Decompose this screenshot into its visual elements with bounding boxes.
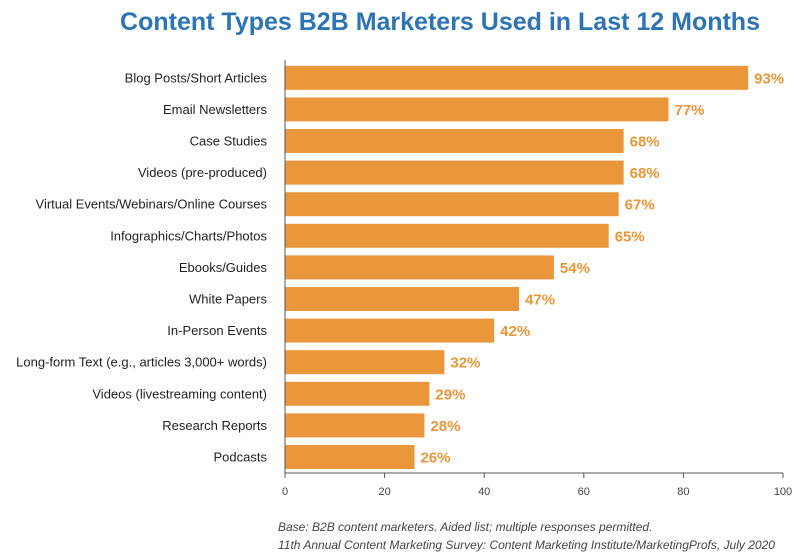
bar xyxy=(285,255,554,280)
data-label: 42% xyxy=(500,323,530,340)
chart-title: Content Types B2B Marketers Used in Last… xyxy=(120,8,760,36)
category-labels: Blog Posts/Short Articles Email Newslette… xyxy=(16,70,267,464)
category-label: Virtual Events/Webinars/Online Courses xyxy=(36,197,268,212)
category-label: In-Person Events xyxy=(167,323,267,338)
footnote-line-1: Base: B2B content marketers. Aided list;… xyxy=(278,520,653,534)
footnote: Base: B2B content marketers. Aided list;… xyxy=(278,518,775,554)
category-label: Blog Posts/Short Articles xyxy=(125,70,268,85)
data-label: 93% xyxy=(754,70,784,87)
bar xyxy=(285,65,749,90)
data-label: 68% xyxy=(630,134,660,151)
x-tick-label: 80 xyxy=(677,486,689,498)
footnote-line-2: 11th Annual Content Marketing Survey: Co… xyxy=(278,538,775,552)
x-axis: 0 20 40 60 80 100 xyxy=(282,60,792,498)
category-label: Case Studies xyxy=(190,134,268,149)
bar xyxy=(285,318,495,343)
data-label: 54% xyxy=(560,260,590,277)
category-label: Podcasts xyxy=(214,450,268,465)
bars-layer xyxy=(285,65,749,469)
bar xyxy=(285,192,619,217)
bar xyxy=(285,129,624,153)
data-label: 47% xyxy=(525,292,555,309)
x-tick-label: 40 xyxy=(478,486,490,498)
bar xyxy=(285,160,624,185)
data-label: 29% xyxy=(435,386,465,403)
data-label: 26% xyxy=(420,450,450,467)
category-label: White Papers xyxy=(189,292,268,307)
bar xyxy=(285,97,669,122)
category-label: Email Newsletters xyxy=(163,102,268,117)
bar xyxy=(285,413,425,438)
data-label: 32% xyxy=(450,355,480,372)
bar xyxy=(285,223,609,248)
data-label: 68% xyxy=(630,165,660,182)
category-label: Infographics/Charts/Photos xyxy=(110,228,267,243)
x-tick-label: 60 xyxy=(578,486,590,498)
bar xyxy=(285,287,520,311)
data-label: 28% xyxy=(430,418,460,435)
x-tick-label: 20 xyxy=(378,486,390,498)
data-label: 67% xyxy=(625,197,655,214)
data-label: 65% xyxy=(615,228,645,245)
category-label: Ebooks/Guides xyxy=(179,260,268,275)
value-labels: 93% 77% 68% 68% 67% 65% 54% 47% 42% 32% 29% 28% 26% xyxy=(420,70,784,466)
category-label: Research Reports xyxy=(162,418,267,433)
category-label: Videos (pre-produced) xyxy=(138,165,267,180)
bar xyxy=(285,381,430,406)
data-label: 77% xyxy=(674,102,704,119)
bar xyxy=(285,445,415,469)
category-label: Long-form Text (e.g., articles 3,000+ wo… xyxy=(16,355,267,370)
x-tick-label: 100 xyxy=(774,486,792,498)
x-tick-label: 0 xyxy=(282,486,288,498)
category-label: Videos (livestreaming content) xyxy=(92,386,267,401)
bar xyxy=(285,350,445,375)
